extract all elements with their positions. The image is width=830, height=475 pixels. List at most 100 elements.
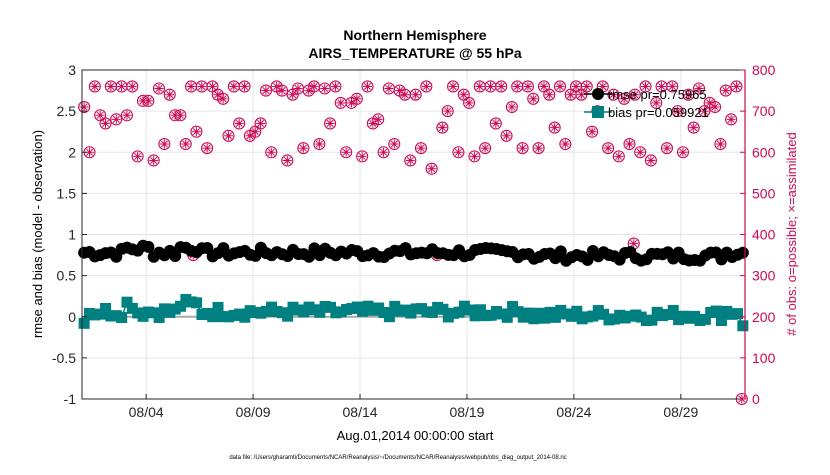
asterisk-stroke [556,82,564,90]
obs-assimilated-marker [576,90,586,100]
bias-point [383,311,395,323]
obs-possible-marker [676,146,690,159]
asterisk-stroke [502,132,511,140]
obs-possible-marker [388,137,401,151]
obs-count-point [537,80,551,93]
obs-assimilated-marker [550,123,560,133]
obs-count-point [126,80,139,93]
asterisk-stroke [176,111,184,119]
obs-possible-marker [88,80,101,93]
obs-possible-marker [489,117,502,130]
obs-count-point [377,146,390,159]
obs-count-point [516,142,529,155]
obs-possible-marker [495,80,508,93]
asterisk-stroke [684,91,692,99]
obs-possible-marker [190,125,203,138]
obs-count-point [158,137,171,151]
asterisk-stroke [299,144,307,152]
bias-point [710,305,722,317]
obs-assimilated-marker [101,118,111,128]
obs-assimilated-marker [416,143,426,153]
obs-assimilated-marker [277,86,287,96]
obs-count-point [495,80,508,93]
asterisk-stroke [230,82,238,90]
obs-possible-marker [719,84,732,97]
obs-count-point [297,142,310,155]
asterisk-stroke [642,82,650,90]
obs-count-point [104,80,117,93]
asterisk-stroke [700,107,708,115]
obs-count-point [404,154,417,167]
obs-possible-marker [580,80,593,93]
obs-assimilated-marker [127,81,137,91]
asterisk-stroke [476,82,484,90]
y-right-tick-label: 600 [752,144,776,160]
obs-count-point [318,82,331,95]
asterisk-stroke [374,115,382,123]
obs-assimilated-marker [603,143,613,153]
asterisk-stroke [625,140,634,148]
bias-point [116,312,128,324]
asterisk-stroke [545,91,553,99]
obs-assimilated-marker [363,81,373,91]
obs-assimilated-marker [79,102,89,112]
asterisk-stroke [203,144,211,152]
obs-possible-marker [377,146,390,159]
asterisk-stroke [107,82,115,90]
rmse-point [142,240,155,253]
obs-count-point [291,82,305,95]
obs-assimilated-marker [726,114,736,124]
obs-possible-marker [553,80,567,93]
bias-series [78,293,749,332]
obs-possible-marker [586,125,599,138]
obs-count-point [447,80,460,93]
obs-count-series [78,80,748,406]
obs-assimilated-marker [266,147,276,157]
obs-count-point [489,117,502,130]
y-right-tick-label: 200 [752,309,776,325]
obs-possible-marker [217,92,230,105]
obs-possible-marker [644,154,657,167]
obs-assimilated-marker [641,81,651,91]
asterisk-stroke [96,111,104,119]
obs-assimilated-marker [186,81,196,91]
asterisk-stroke [524,82,532,90]
y-left-tick-label: 1 [68,227,76,243]
obs-assimilated-marker [379,147,389,157]
bias-point [732,308,744,320]
bias-point [121,296,133,308]
legend-rmse-label: rmse pr=0.75965 [608,87,707,102]
obs-count-point [500,129,513,142]
bias-point [212,301,224,313]
asterisk-stroke [636,148,644,156]
asterisk-stroke [412,91,420,99]
asterisk-stroke [604,144,612,152]
obs-count-point [714,137,727,151]
obs-count-point [628,88,641,101]
y-right-tick-label: 400 [752,227,776,243]
bias-point [464,304,476,316]
obs-possible-marker [479,142,492,155]
obs-assimilated-marker [395,86,405,96]
asterisk-stroke [235,119,243,127]
obs-assimilated-marker [421,81,431,91]
obs-possible-marker [233,117,246,130]
obs-count-point [505,100,518,114]
obs-count-point [356,150,369,163]
asterisk-stroke [187,82,195,90]
obs-count-point [398,88,411,101]
obs-count-point [233,117,246,130]
obs-count-point [222,129,235,142]
asterisk-stroke [150,156,158,165]
obs-assimilated-marker [539,81,549,91]
obs-possible-marker [254,117,267,130]
obs-assimilated-marker [582,81,592,91]
obs-count-point [147,154,160,167]
bias-point [239,311,251,323]
obs-assimilated-marker [405,155,415,165]
obs-possible-marker [714,137,727,151]
obs-assimilated-marker [657,81,667,91]
bias-point [539,312,551,324]
obs-possible-marker [110,113,123,126]
asterisk-stroke [492,119,500,127]
